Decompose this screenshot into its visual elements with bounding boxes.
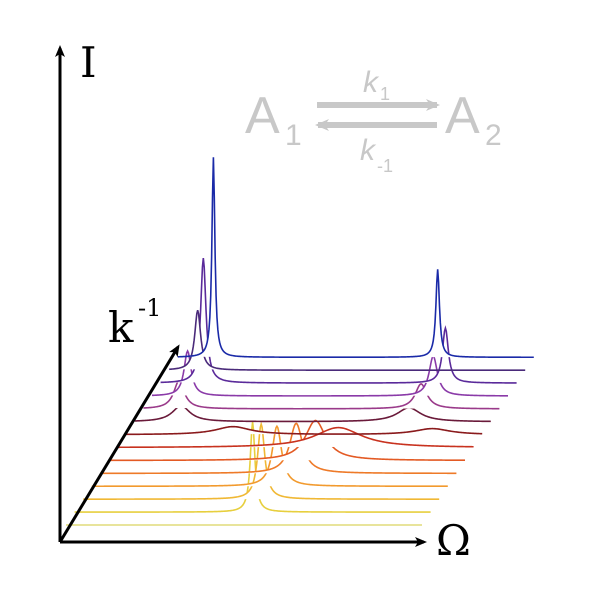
intensity-axis-label: I	[80, 38, 97, 87]
rate-axis	[58, 344, 180, 543]
axes: I Ω k -1	[55, 38, 471, 565]
spectra-stack	[66, 157, 534, 526]
species-a2-subscript: 2	[485, 119, 502, 152]
spectrum-line-5	[100, 422, 457, 475]
reaction-equation: A 1 k 1 k -1 A 2	[245, 66, 502, 176]
species-a2: A	[445, 87, 480, 145]
spectrum-line-10	[143, 379, 500, 410]
forward-rate-label: k	[363, 66, 380, 99]
rate-axis-label: k	[108, 303, 134, 352]
forward-rate-subscript: 1	[380, 84, 390, 104]
spectrum-line-3	[83, 421, 440, 500]
spectrum-line-12	[160, 258, 517, 384]
frequency-axis-label: Ω	[436, 516, 471, 565]
spectrum-line-9	[134, 404, 491, 423]
spectrum-line-4	[91, 424, 448, 488]
species-a1-subscript: 1	[285, 119, 302, 152]
spectrum-line-6	[109, 419, 465, 462]
rate-axis-label-exponent: -1	[138, 294, 161, 322]
spectrum-line-14	[177, 157, 534, 359]
species-a1: A	[245, 87, 280, 145]
spectrum-line-8	[126, 425, 483, 436]
spectrum-line-13	[169, 310, 526, 371]
backward-rate-subscript: -1	[377, 156, 393, 176]
backward-rate-label: k	[360, 134, 377, 167]
spectrum-line-7	[117, 426, 474, 449]
